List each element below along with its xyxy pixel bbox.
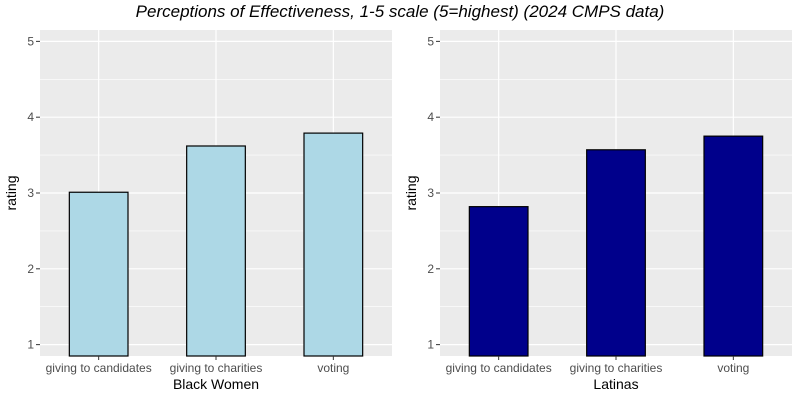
- x-axis-title: Black Women: [173, 376, 259, 392]
- y-tick-label: 3: [27, 186, 34, 200]
- x-tick-label: giving to charities: [570, 361, 663, 375]
- y-tick-label: 2: [427, 262, 434, 276]
- bar: [303, 132, 364, 357]
- x-tick-label: giving to charities: [170, 361, 263, 375]
- bar: [468, 206, 529, 357]
- figure-title: Perceptions of Effectiveness, 1-5 scale …: [135, 2, 665, 21]
- y-axis-title: rating: [403, 175, 419, 210]
- bar: [703, 135, 764, 357]
- bar: [586, 149, 646, 357]
- x-axis-title: Latinas: [593, 376, 638, 392]
- y-tick-label: 5: [427, 34, 434, 48]
- x-tick-label: giving to candidates: [446, 361, 552, 375]
- x-tick-label: voting: [717, 361, 749, 375]
- y-tick-label: 4: [427, 110, 434, 124]
- y-tick-label: 4: [27, 110, 34, 124]
- y-tick-label: 2: [27, 262, 34, 276]
- bar: [68, 191, 129, 357]
- bar: [186, 145, 246, 357]
- x-tick-label: giving to candidates: [46, 361, 152, 375]
- y-tick-label: 1: [427, 338, 434, 352]
- y-tick-label: 5: [27, 34, 34, 48]
- x-tick-label: voting: [317, 361, 349, 375]
- y-axis-title: rating: [3, 175, 19, 210]
- y-tick-label: 3: [427, 186, 434, 200]
- y-tick-label: 1: [27, 338, 34, 352]
